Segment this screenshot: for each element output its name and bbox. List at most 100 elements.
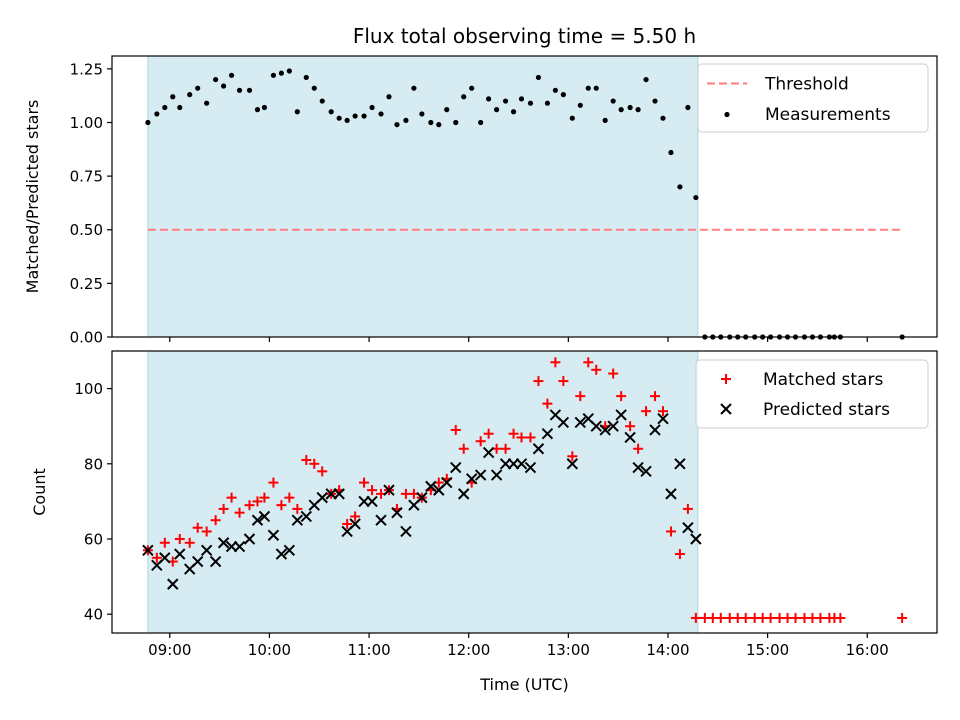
matched-stars-point bbox=[641, 406, 652, 417]
measurement-point bbox=[618, 107, 624, 113]
measurement-point bbox=[294, 109, 300, 115]
measurement-point bbox=[319, 98, 325, 104]
top-panel: Flux total observing time = 5.50 h 0.00 0… bbox=[23, 24, 938, 347]
predicted-stars-point bbox=[416, 491, 428, 504]
matched-stars-point bbox=[244, 500, 255, 511]
matched-stars-point bbox=[458, 443, 469, 454]
legend-predicted-label: Predicted stars bbox=[763, 400, 890, 420]
matched-stars-point bbox=[508, 428, 519, 439]
predicted-stars-point bbox=[566, 458, 579, 470]
bottom-axes-frame bbox=[111, 350, 938, 634]
measurement-point bbox=[204, 100, 210, 106]
matched-stars-point bbox=[276, 500, 287, 511]
measurement-point bbox=[635, 107, 641, 113]
measurement-point bbox=[254, 107, 261, 113]
matched-stars-point bbox=[359, 477, 370, 488]
matched-stars-point bbox=[591, 364, 602, 375]
measurement-point bbox=[444, 107, 450, 113]
measurement-point bbox=[220, 83, 227, 89]
matched-stars-point bbox=[342, 518, 353, 529]
measurement-point bbox=[428, 119, 434, 126]
measurement-point bbox=[453, 119, 459, 126]
y-tick-label: 0.50 bbox=[70, 221, 103, 239]
measurement-point bbox=[403, 117, 409, 123]
legend-measurements-swatch bbox=[724, 111, 730, 118]
predicted-stars-point bbox=[191, 555, 204, 568]
predicted-stars-point bbox=[383, 484, 395, 496]
measurement-point bbox=[352, 113, 358, 119]
predicted-stars-point bbox=[267, 529, 280, 541]
predicted-stars-point bbox=[333, 488, 345, 500]
predicted-stars-point bbox=[251, 514, 264, 526]
matched-stars-point bbox=[367, 485, 378, 496]
matched-stars-point bbox=[665, 526, 676, 537]
measurement-point bbox=[461, 94, 467, 100]
matched-stars-point bbox=[542, 398, 553, 409]
matched-stars-point bbox=[682, 503, 693, 514]
predicted-stars-point bbox=[258, 510, 271, 523]
measurement-point bbox=[145, 119, 151, 126]
measurement-point bbox=[213, 76, 219, 83]
matched-stars-point bbox=[567, 451, 578, 462]
predicted-stars-point bbox=[441, 476, 453, 489]
legend-threshold-label: Threshold bbox=[764, 75, 849, 95]
measurement-point bbox=[369, 104, 375, 111]
predicted-stars-point bbox=[665, 488, 677, 500]
matched-stars-point bbox=[815, 612, 826, 623]
predicted-stars-point bbox=[243, 533, 256, 545]
measurement-point bbox=[286, 68, 292, 74]
predicted-stars-point bbox=[450, 461, 462, 474]
matched-stars-point bbox=[740, 612, 751, 623]
predicted-stars-point bbox=[607, 420, 619, 432]
measurement-point bbox=[162, 104, 168, 111]
measurement-point bbox=[361, 113, 367, 119]
predicted-stars-point bbox=[217, 537, 230, 549]
measurement-point bbox=[187, 92, 193, 98]
predicted-stars-point bbox=[425, 480, 437, 493]
predicted-stars-point bbox=[557, 416, 570, 429]
measurement-point bbox=[585, 85, 591, 91]
y-tick-label: 0.75 bbox=[70, 168, 103, 186]
predicted-stars-point bbox=[624, 431, 636, 444]
legend-matched-swatch bbox=[721, 374, 731, 384]
y-tick-label: 40 bbox=[84, 606, 103, 624]
matched-stars-point bbox=[650, 391, 661, 402]
predicted-stars-point bbox=[657, 412, 669, 425]
predicted-stars-point bbox=[366, 495, 378, 508]
predicted-stars-point bbox=[291, 514, 304, 526]
measurement-point bbox=[494, 107, 500, 113]
predicted-stars-point bbox=[674, 458, 686, 470]
predicted-stars-point bbox=[349, 518, 361, 530]
bottom-legend: Matched stars Predicted stars bbox=[695, 359, 929, 429]
measurement-point bbox=[593, 85, 599, 91]
matched-stars-point bbox=[234, 507, 245, 518]
legend-matched-label: Matched stars bbox=[763, 370, 883, 390]
bottom-y-axis-label: Count bbox=[30, 468, 49, 516]
measurement-point bbox=[486, 96, 492, 102]
measurement-point bbox=[177, 104, 183, 111]
legend-measurements-label: Measurements bbox=[765, 105, 891, 125]
matched-stars-point bbox=[558, 376, 569, 387]
x-tick-label: 09:00 bbox=[148, 641, 191, 659]
matched-stars-point bbox=[301, 455, 312, 466]
matched-stars-point bbox=[608, 368, 619, 379]
measurement-point bbox=[478, 119, 484, 126]
predicted-stars-point bbox=[458, 488, 470, 500]
measurement-point bbox=[419, 111, 425, 117]
measurement-point bbox=[246, 87, 253, 93]
matched-stars-point bbox=[475, 436, 486, 447]
predicted-stars-point bbox=[632, 461, 644, 474]
measurement-point bbox=[154, 111, 160, 117]
matched-stars-point bbox=[317, 466, 328, 477]
predicted-stars-point bbox=[532, 443, 545, 455]
measurement-point bbox=[643, 76, 649, 83]
predicted-stars-point bbox=[316, 491, 328, 504]
measurement-point bbox=[502, 98, 509, 104]
measurement-point bbox=[577, 102, 583, 108]
matched-stars-point bbox=[790, 612, 801, 623]
matched-stars-point bbox=[575, 391, 586, 402]
measurement-point bbox=[195, 85, 201, 91]
x-tick-label: 14:00 bbox=[646, 641, 689, 659]
measurement-point bbox=[569, 115, 575, 121]
